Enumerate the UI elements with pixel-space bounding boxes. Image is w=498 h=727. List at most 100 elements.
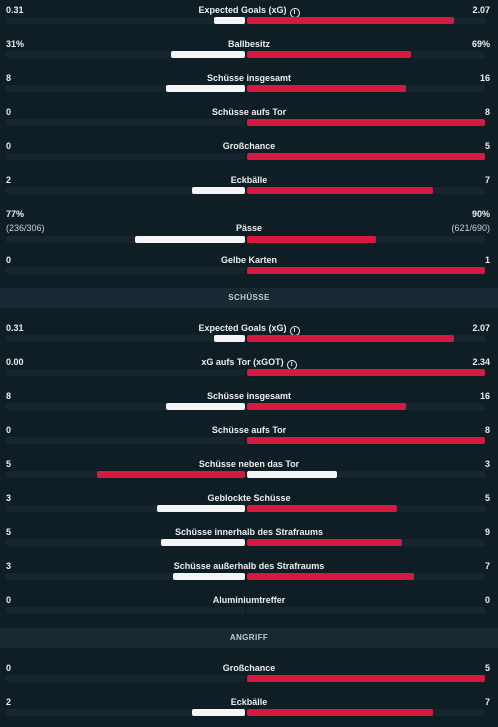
- home-bar-track: [6, 153, 245, 160]
- stat-label-text: Aluminiumtreffer: [212, 595, 286, 605]
- away-bar-track: [247, 187, 485, 194]
- away-sub-value: (621/690): [451, 223, 490, 233]
- stat-row: 2 7 Eckbälle: [0, 693, 498, 723]
- away-bar-fill: [247, 236, 376, 243]
- stat-label: Schüsse neben das Tor: [0, 459, 498, 470]
- stat-label: Schüsse insgesamt: [0, 391, 498, 402]
- away-bar-fill: [247, 539, 402, 546]
- home-value: 0: [6, 255, 12, 265]
- away-bar-fill: [247, 471, 337, 478]
- stat-label-text: Schüsse insgesamt: [206, 73, 292, 83]
- away-bar-track: [247, 267, 485, 274]
- stat-label: Geblockte Schüsse: [0, 493, 498, 504]
- home-bar-track: [6, 675, 245, 682]
- section-header-1: SCHÜSSE: [0, 288, 498, 308]
- away-value: 7: [484, 561, 490, 571]
- stat-row: 8 16 Schüsse insgesamt: [0, 69, 498, 99]
- away-value: 5: [484, 493, 490, 503]
- away-bar-track: [247, 709, 485, 716]
- home-bar-track: [6, 539, 245, 546]
- home-value: 31%: [6, 39, 25, 49]
- stat-label: Gelbe Karten: [0, 255, 498, 266]
- away-bar-track: [247, 437, 485, 444]
- away-value: 2.07: [472, 5, 490, 15]
- home-bar-fill: [192, 187, 245, 194]
- home-bar-track: [6, 607, 245, 614]
- away-bar-track: [247, 85, 485, 92]
- stat-label-text: Expected Goals (xG): [198, 5, 287, 15]
- home-bar-track: [6, 85, 245, 92]
- away-bar-fill: [247, 505, 397, 512]
- stat-row: 8 16 Schüsse insgesamt: [0, 387, 498, 417]
- home-bar-track: [6, 369, 245, 376]
- away-bar-fill: [247, 675, 485, 682]
- away-bar-fill: [247, 437, 485, 444]
- home-value: 8: [6, 73, 12, 83]
- stat-label-text: Großchance: [222, 141, 276, 151]
- stat-label: Schüsse aufs Tor: [0, 425, 498, 436]
- home-value: 0.31: [6, 5, 24, 15]
- away-bar-fill: [247, 153, 485, 160]
- stat-row: 3 7 Schüsse außerhalb des Strafraums: [0, 557, 498, 587]
- home-bar-fill: [214, 335, 245, 342]
- home-bar-track: [6, 119, 245, 126]
- away-bar-track: [247, 607, 485, 614]
- stat-row: 0.00 2.34 xG aufs Tor (xGOT) i: [0, 353, 498, 383]
- away-bar-track: [247, 369, 485, 376]
- away-bar-track: [247, 471, 485, 478]
- away-bar-track: [247, 539, 485, 546]
- away-value: 7: [484, 697, 490, 707]
- away-value: 2.34: [472, 357, 490, 367]
- stat-label-text: Schüsse aufs Tor: [211, 425, 287, 435]
- stat-row: 77% 90% (236/306) (621/690) Pässe: [0, 205, 498, 243]
- away-bar-fill: [247, 335, 454, 342]
- stat-label-text: Ballbesitz: [227, 39, 270, 49]
- stat-row: 0 5 Großchance: [0, 659, 498, 689]
- home-value: 3: [6, 493, 12, 503]
- stat-label: Eckbälle: [0, 697, 498, 708]
- stat-label-text: Schüsse neben das Tor: [198, 459, 300, 469]
- away-value: 5: [484, 663, 490, 673]
- section-header-2: ANGRIFF: [0, 628, 498, 648]
- away-bar-track: [247, 335, 485, 342]
- stat-label-text: Schüsse aufs Tor: [211, 107, 287, 117]
- home-value: 0: [6, 595, 12, 605]
- home-value: 3: [6, 561, 12, 571]
- home-bar-fill: [214, 17, 245, 24]
- away-value: 16: [479, 73, 490, 83]
- away-value: 69%: [471, 39, 490, 49]
- away-value: 1: [484, 255, 490, 265]
- stat-label-text: Großchance: [222, 663, 276, 673]
- stat-row: 3 5 Geblockte Schüsse: [0, 489, 498, 519]
- away-value: 2.07: [472, 323, 490, 333]
- stat-label: Schüsse insgesamt: [0, 73, 498, 84]
- home-value: 0.00: [6, 357, 24, 367]
- home-bar-fill: [171, 51, 245, 58]
- home-bar-track: [6, 236, 245, 243]
- away-bar-track: [247, 51, 485, 58]
- stat-row: 0.31 2.07 Expected Goals (xG) i: [0, 1, 498, 31]
- away-bar-fill: [247, 403, 406, 410]
- stat-label-text: Pässe: [235, 223, 263, 233]
- stat-label: Aluminiumtreffer: [0, 595, 498, 606]
- stat-label: Schüsse innerhalb des Strafraums: [0, 527, 498, 538]
- away-value: 8: [484, 425, 490, 435]
- home-bar-fill: [161, 539, 245, 546]
- home-bar-track: [6, 471, 245, 478]
- stat-label-text: Expected Goals (xG): [198, 323, 287, 333]
- home-bar-track: [6, 573, 245, 580]
- home-value: 77%: [6, 209, 25, 219]
- stat-row: 5 3 Schüsse neben das Tor: [0, 455, 498, 485]
- home-bar-track: [6, 437, 245, 444]
- home-bar-fill: [192, 709, 245, 716]
- home-bar-track: [6, 505, 245, 512]
- home-bar-track: [6, 17, 245, 24]
- away-bar-fill: [247, 573, 414, 580]
- away-value: 7: [484, 175, 490, 185]
- away-bar-fill: [247, 17, 454, 24]
- away-bar-track: [247, 119, 485, 126]
- away-value: 9: [484, 527, 490, 537]
- stat-label: Schüsse außerhalb des Strafraums: [0, 561, 498, 572]
- stat-label-text: Schüsse innerhalb des Strafraums: [174, 527, 324, 537]
- stat-label: Schüsse aufs Tor: [0, 107, 498, 118]
